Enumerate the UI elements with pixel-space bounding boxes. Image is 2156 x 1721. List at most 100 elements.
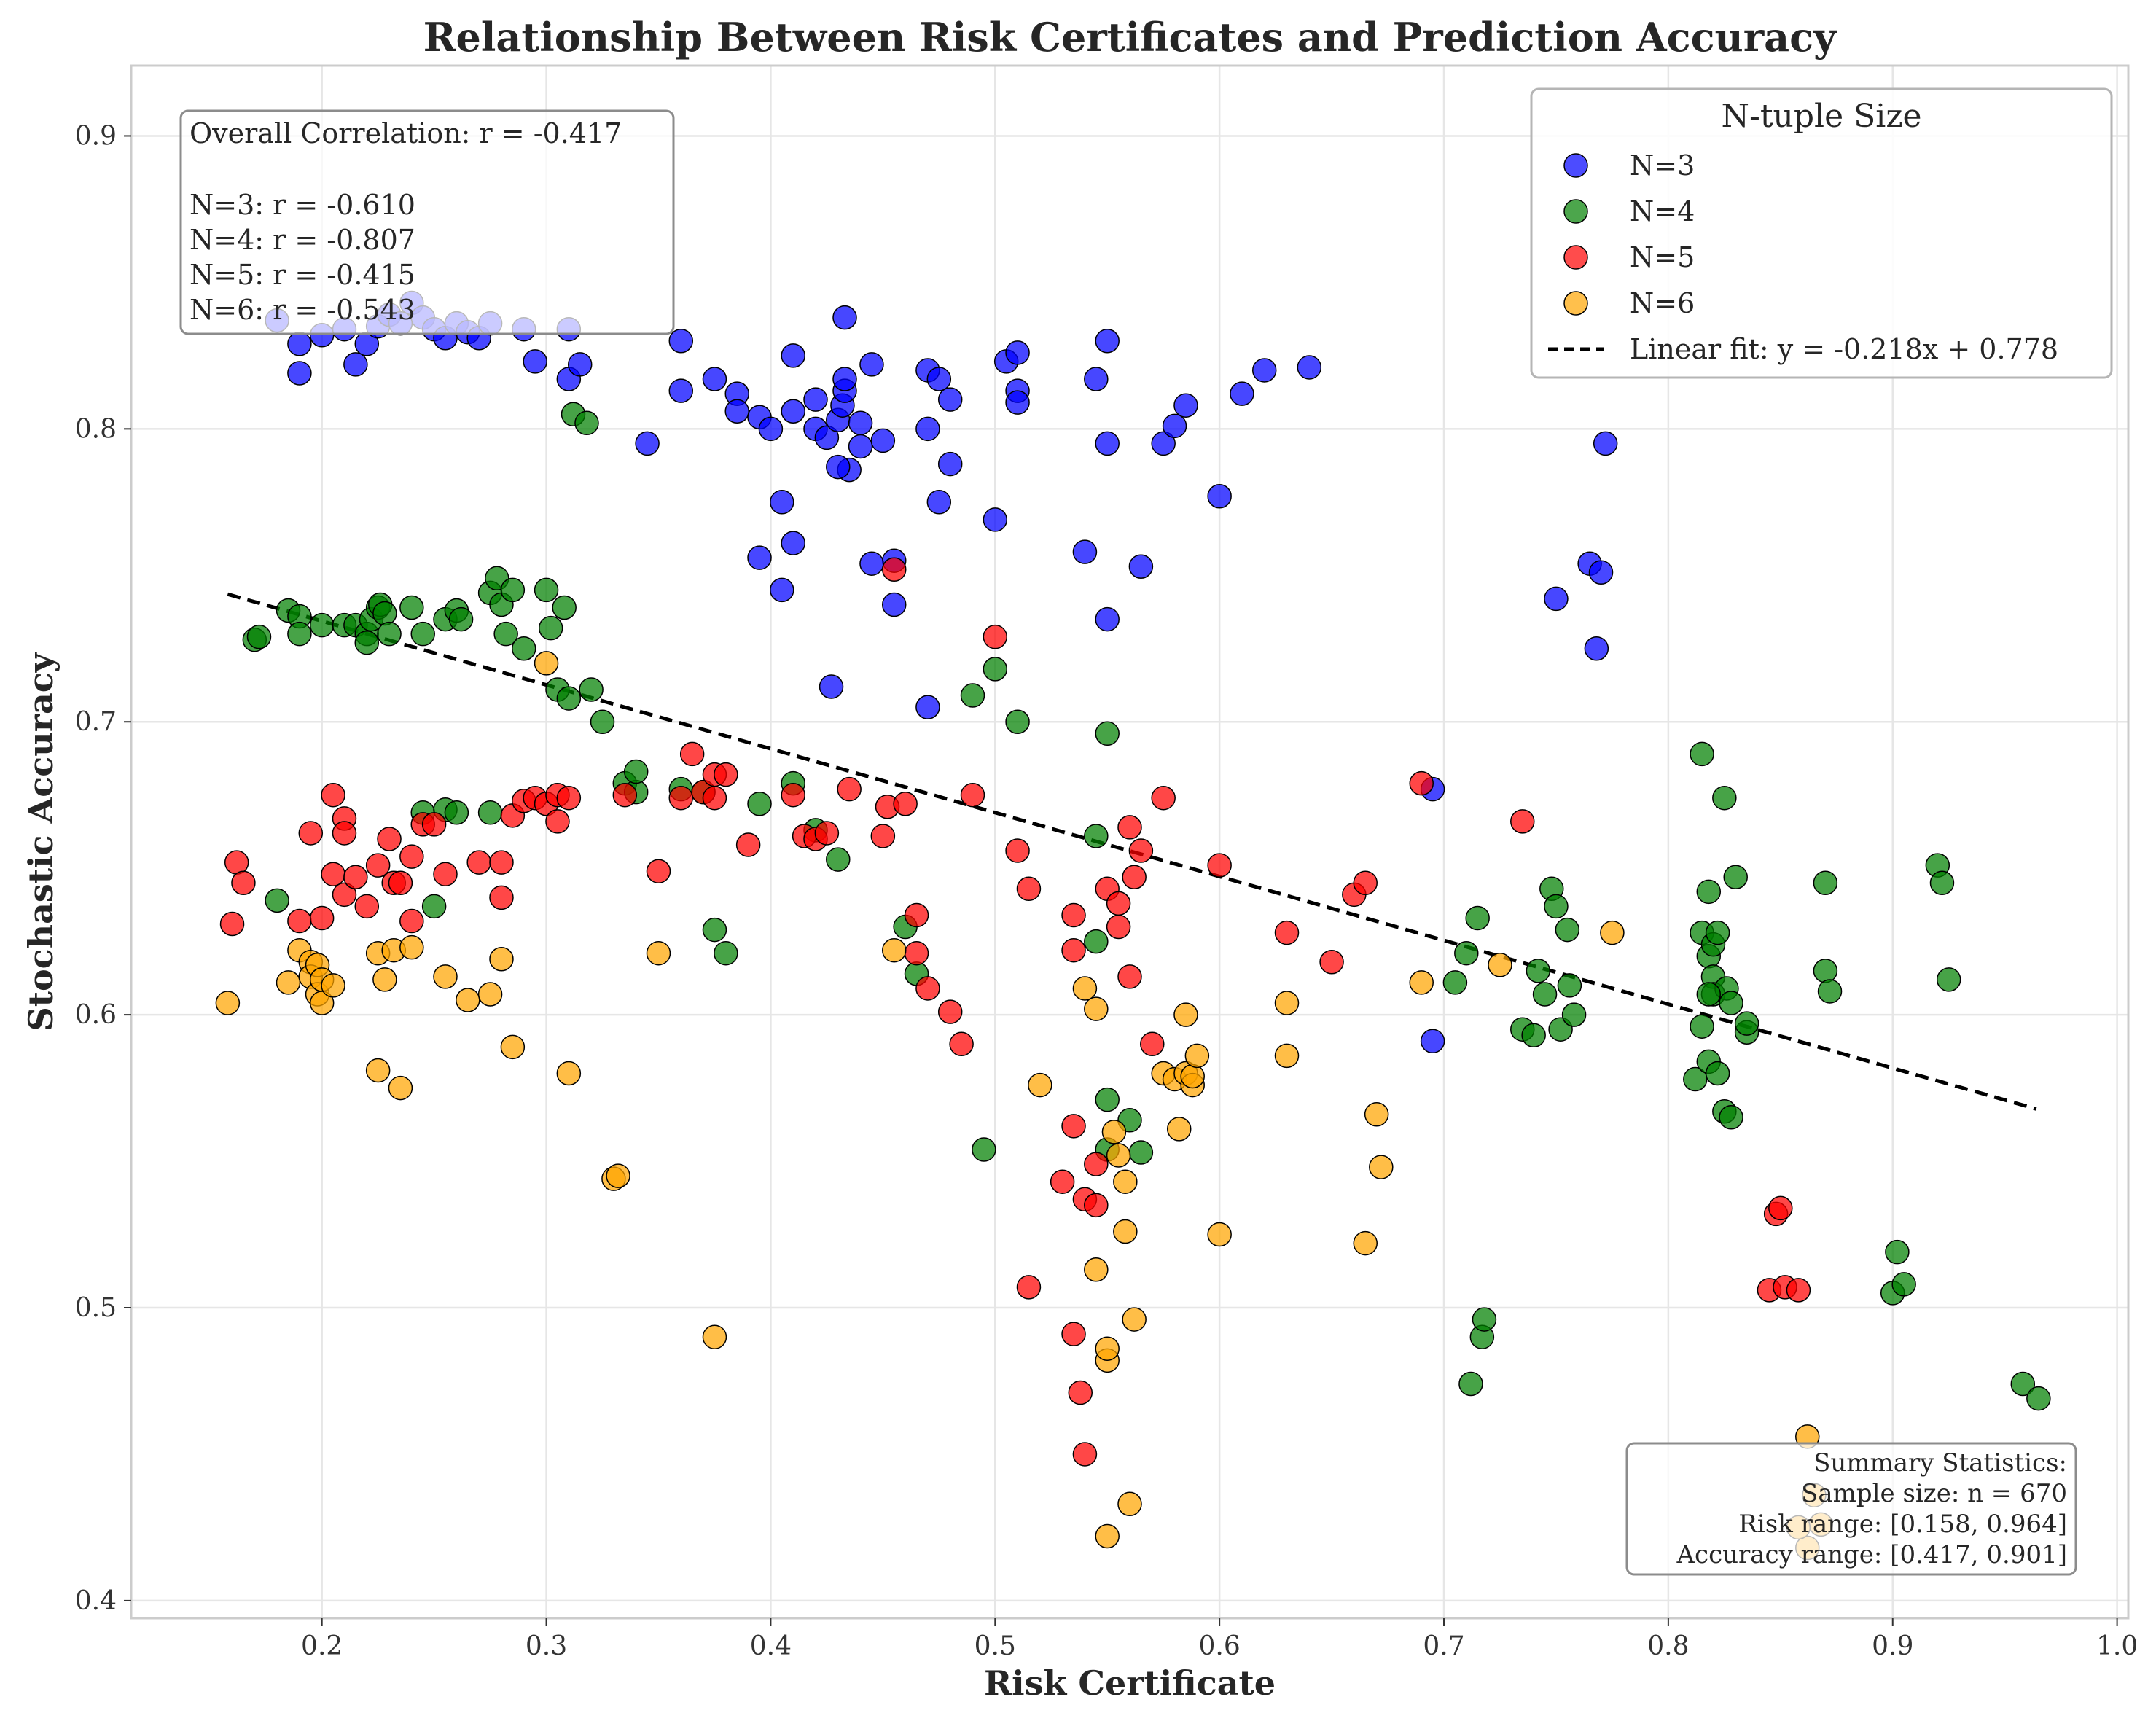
data-point: [714, 940, 738, 966]
data-point: [937, 999, 963, 1024]
data-point: [781, 531, 805, 555]
data-point: [837, 776, 862, 802]
data-point: [1813, 870, 1838, 896]
chart-title: Relationship Between Risk Certificates a…: [423, 14, 1837, 61]
y-tick-label: 0.7: [75, 707, 117, 737]
data-point: [1409, 770, 1434, 796]
data-point: [534, 651, 559, 676]
data-point: [1521, 1023, 1546, 1047]
legend-frame: [1530, 87, 2113, 379]
data-point: [668, 785, 694, 811]
data-point: [372, 601, 397, 626]
data-point: [1274, 920, 1300, 945]
data-point: [388, 870, 413, 896]
data-point: [623, 759, 649, 784]
data-point: [1274, 1043, 1300, 1069]
data-point: [1734, 1011, 1759, 1036]
data-point: [606, 1163, 630, 1188]
legend-marker-n5: [1563, 245, 1588, 270]
data-point: [1173, 1002, 1198, 1027]
data-point: [679, 741, 705, 767]
data-point: [758, 416, 784, 442]
data-point: [859, 352, 884, 377]
data-point: [915, 976, 940, 1001]
data-point: [1095, 1087, 1120, 1112]
data-point: [1005, 390, 1030, 415]
data-point: [421, 812, 447, 837]
data-point: [1207, 1222, 1232, 1247]
data-point: [477, 800, 503, 825]
data-point: [1095, 1523, 1120, 1549]
data-point: [1891, 1272, 1916, 1297]
data-point: [803, 387, 828, 412]
data-point: [365, 853, 391, 878]
data-point: [1929, 870, 1955, 896]
correlation-n3-text: N=3: r = -0.610: [190, 189, 415, 221]
data-point: [870, 428, 896, 453]
data-point: [1488, 953, 1512, 977]
data-point: [983, 624, 1008, 649]
data-point: [714, 762, 738, 787]
data-point: [1696, 982, 1722, 1007]
data-point: [915, 695, 940, 719]
data-point: [893, 792, 918, 816]
data-point: [399, 908, 424, 934]
data-point: [702, 1324, 727, 1349]
data-point: [1705, 920, 1730, 945]
data-point: [635, 431, 660, 456]
data-point: [881, 557, 907, 582]
data-point: [1353, 870, 1378, 896]
data-point: [1050, 1169, 1075, 1194]
data-point: [926, 490, 952, 515]
data-point: [1084, 1152, 1109, 1176]
data-point: [1016, 1275, 1042, 1300]
data-point: [1207, 853, 1232, 878]
data-point: [1061, 1322, 1086, 1346]
data-point: [1786, 1278, 1811, 1303]
data-point: [702, 785, 727, 811]
data-point: [1101, 1120, 1127, 1144]
data-point: [814, 821, 840, 846]
data-point: [960, 683, 985, 708]
data-point: [567, 352, 593, 377]
data-point: [646, 859, 671, 883]
data-point: [819, 674, 844, 699]
data-point: [556, 1061, 582, 1086]
data-point: [1095, 721, 1120, 746]
data-point: [332, 882, 357, 908]
data-point: [1817, 979, 1843, 1004]
data-point: [354, 630, 380, 655]
data-point: [1230, 381, 1254, 406]
data-point: [1561, 1002, 1587, 1027]
data-point: [1117, 1491, 1142, 1517]
y-tick-label: 0.5: [75, 1293, 117, 1323]
data-point: [552, 595, 577, 620]
data-point: [1600, 920, 1625, 945]
legend-marker-n3: [1563, 153, 1588, 178]
data-point: [246, 624, 272, 649]
data-point: [1454, 940, 1479, 966]
data-point: [298, 821, 324, 846]
data-point: [2010, 1371, 2036, 1397]
data-point: [388, 1075, 413, 1101]
data-point: [646, 940, 671, 966]
data-point: [1128, 1140, 1154, 1165]
overall-correlation-text: Overall Correlation: r = -0.417: [190, 117, 622, 149]
data-point: [1719, 1105, 1743, 1130]
data-point: [1095, 606, 1120, 632]
data-point: [545, 809, 570, 834]
data-point: [1072, 1442, 1098, 1467]
data-point: [1251, 358, 1277, 383]
x-tick-label: 0.2: [301, 1631, 343, 1661]
data-point: [904, 940, 929, 966]
data-point: [1936, 967, 1961, 992]
data-point: [1005, 838, 1030, 863]
data-point: [556, 785, 582, 811]
legend: N-tuple Size N=3 N=4 N=5 N=6 Linear fit:…: [1530, 87, 2113, 379]
x-tick-label: 0.6: [1199, 1631, 1241, 1661]
data-point: [1705, 1061, 1730, 1086]
data-point: [668, 329, 694, 354]
data-point: [1005, 340, 1030, 365]
data-point: [960, 782, 985, 808]
